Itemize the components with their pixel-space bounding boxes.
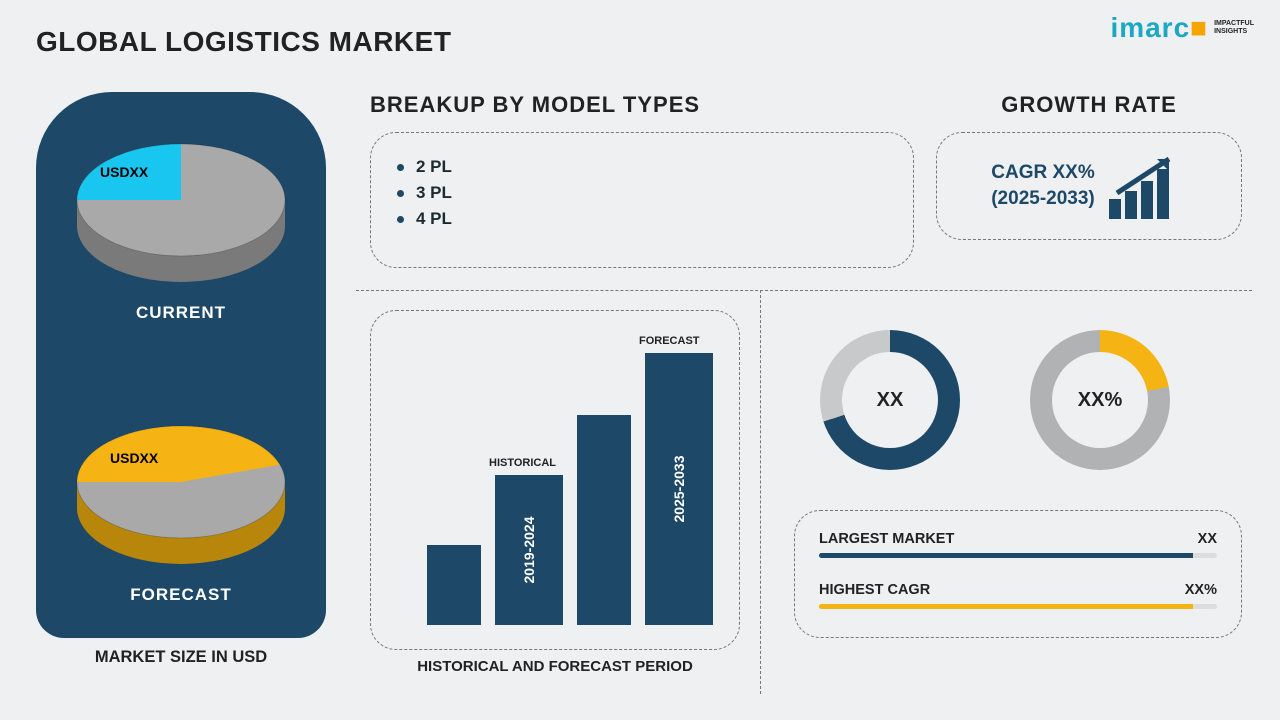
pie-current: USDXX CURRENT <box>66 122 296 323</box>
stats-rows: LARGEST MARKETXX HIGHEST CAGRXX% <box>819 531 1217 609</box>
breakup-list: 2 PL 3 PL 4 PL <box>397 157 887 229</box>
stat-row: LARGEST MARKETXX <box>819 531 1217 558</box>
divider-horizontal <box>356 290 1252 291</box>
donut-largest-market-label: XX <box>842 352 938 448</box>
market-size-panel: USDXX CURRENT USDXX FORECAST <box>36 92 326 638</box>
stats-box: LARGEST MARKETXX HIGHEST CAGRXX% <box>794 510 1242 638</box>
bar-period-label: 2025-2033 <box>671 456 687 523</box>
page-title: GLOBAL LOGISTICS MARKET <box>36 26 451 58</box>
growth-box: CAGR XX%(2025-2033) <box>936 132 1242 240</box>
donut-largest-market: XX <box>820 330 960 470</box>
breakup-box: 2 PL 3 PL 4 PL <box>370 132 914 268</box>
logo-text: imarc■ <box>1110 12 1208 44</box>
bar-chart: HISTORICAL 2019-2024 FORECAST 2025-2033 <box>395 333 715 625</box>
pie-current-label: CURRENT <box>66 303 296 323</box>
pie-forecast: USDXX FORECAST <box>66 404 296 605</box>
divider-vertical <box>760 290 761 694</box>
bar-period-label: 2019-2024 <box>521 517 537 584</box>
breakup-title: BREAKUP BY MODEL TYPES <box>370 92 700 118</box>
bar-top-label: HISTORICAL <box>489 457 556 469</box>
growth-text: CAGR XX%(2025-2033) <box>991 160 1095 211</box>
pie-forecast-value: USDXX <box>110 450 158 466</box>
bar: 2025-2033 <box>645 353 713 625</box>
logo-tagline: IMPACTFULINSIGHTS <box>1214 20 1254 35</box>
historical-forecast-caption: HISTORICAL AND FORECAST PERIOD <box>370 658 740 675</box>
pie-current-value: USDXX <box>100 164 148 180</box>
bar-top-label: FORECAST <box>639 335 700 347</box>
stat-row: HIGHEST CAGRXX% <box>819 582 1217 609</box>
growth-bars-icon <box>1107 151 1187 221</box>
bar <box>577 415 631 625</box>
bar <box>427 545 481 625</box>
pie-chart-forecast <box>66 404 296 574</box>
pie-chart-current <box>66 122 296 292</box>
donut-highest-cagr: XX% <box>1030 330 1170 470</box>
historical-forecast-box: HISTORICAL 2019-2024 FORECAST 2025-2033 <box>370 310 740 650</box>
bar: 2019-2024 <box>495 475 563 625</box>
breakup-item: 3 PL <box>397 183 887 203</box>
pie-forecast-label: FORECAST <box>66 585 296 605</box>
breakup-item: 4 PL <box>397 209 887 229</box>
growth-title: GROWTH RATE <box>936 92 1242 118</box>
donut-highest-cagr-label: XX% <box>1052 352 1148 448</box>
market-size-caption: MARKET SIZE IN USD <box>36 648 326 667</box>
brand-logo: imarc■ IMPACTFULINSIGHTS <box>1110 12 1254 44</box>
breakup-item: 2 PL <box>397 157 887 177</box>
